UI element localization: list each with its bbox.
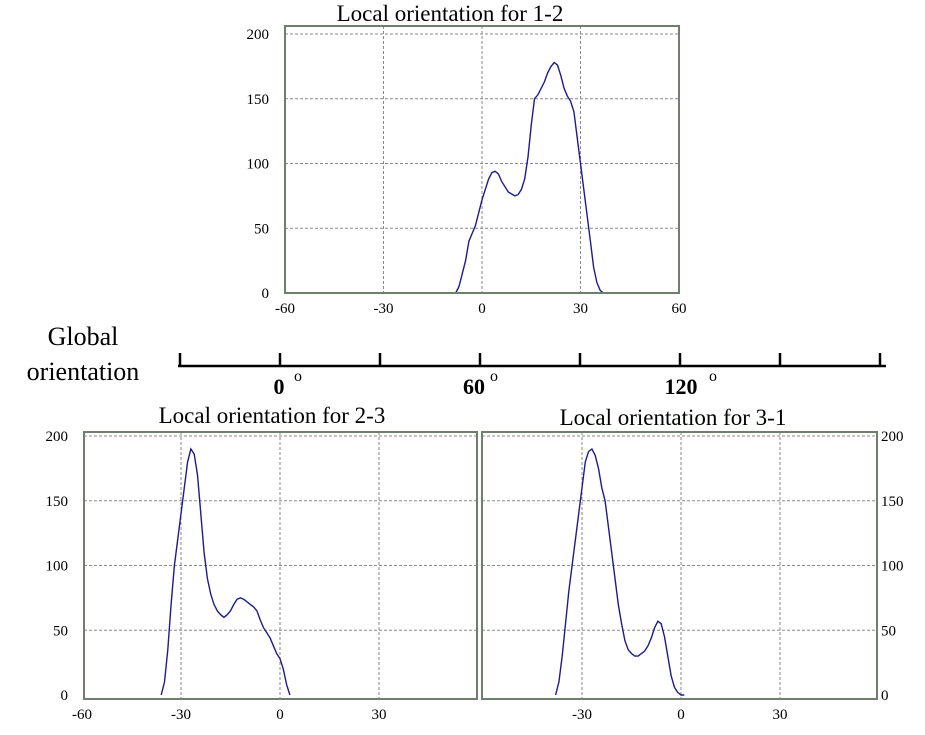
y-tick-labels: 0 50 100 150 200 [881,429,904,704]
global-tick-label-0: 0 [274,374,285,399]
plot-frame [83,431,478,700]
x-tick-label: 30 [372,707,387,723]
x-tick-label: -30 [171,707,191,723]
x-tick-label: -60 [275,301,295,317]
global-orientation-axis: Global orientation 0 o 60 o 120 o [27,322,886,399]
x-tick-label: -60 [72,707,92,723]
chart-local-orientation-2-3: Local orientation for 2-3 0 50 100 150 200 -… [46,403,478,723]
y-tick-label: 100 [247,157,270,173]
series-line [160,447,291,696]
y-tick-label: 50 [254,221,269,237]
chart-title: Local orientation for 3-1 [560,405,787,430]
data-curve [455,61,614,294]
grid-lines [285,26,679,293]
global-axis-ticks [178,353,882,366]
y-tick-label: 150 [881,494,904,510]
chart-title: Local orientation for 2-3 [159,403,386,428]
y-tick-label: 100 [46,559,69,575]
global-tick-label-120: 120 [665,374,698,399]
chart-local-orientation-1-2: Local orientation for 1-2 0 50 100 150 200 -… [247,1,687,317]
y-tick-label: 150 [46,494,69,510]
degree-symbol: o [294,368,302,385]
series-line [455,61,614,294]
y-tick-label: 50 [53,623,68,639]
x-tick-label: -30 [374,301,394,317]
x-tick-label: 0 [677,707,685,723]
x-tick-label: -30 [572,707,592,723]
y-tick-label: 200 [881,429,904,445]
degree-symbol: o [709,368,717,385]
y-tick-label: 200 [247,27,270,43]
x-tick-label: 60 [672,301,687,317]
grid-lines [84,432,477,699]
plot-frame [481,431,878,700]
chart-title: Local orientation for 1-2 [337,1,564,26]
x-tick-labels: -60 -30 0 30 [72,707,387,723]
chart-local-orientation-3-1: Local orientation for 3-1 0 50 100 150 200 -… [481,405,904,723]
global-axis-label-line2: orientation [27,357,140,386]
y-tick-label: 0 [262,286,270,302]
y-tick-label: 0 [881,688,889,704]
series-line [554,447,685,696]
y-tick-label: 150 [247,92,270,108]
plot-frame [284,25,680,294]
x-tick-label: 0 [276,707,284,723]
x-tick-label: 30 [773,707,788,723]
x-tick-label: 30 [573,301,588,317]
y-tick-label: 100 [881,559,904,575]
y-tick-label: 50 [881,623,896,639]
global-axis-label-line1: Global [48,322,119,351]
x-tick-labels: -30 0 30 [572,707,788,723]
y-tick-labels: 0 50 100 150 200 [247,27,270,302]
data-curve [554,447,685,696]
data-curve [160,447,291,696]
degree-symbol: o [490,368,498,385]
grid-lines [482,432,877,699]
global-tick-label-60: 60 [463,374,485,399]
x-tick-labels: -60 -30 0 30 60 [275,301,687,317]
y-tick-label: 0 [61,688,69,704]
y-tick-label: 200 [46,429,69,445]
y-tick-labels: 0 50 100 150 200 [46,429,69,704]
x-tick-label: 0 [478,301,486,317]
